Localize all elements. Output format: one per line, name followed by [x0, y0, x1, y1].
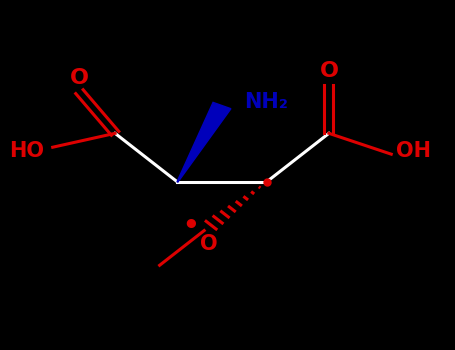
Polygon shape	[177, 103, 231, 182]
Text: O: O	[70, 68, 89, 88]
Text: O: O	[319, 61, 339, 81]
Text: NH₂: NH₂	[244, 92, 288, 112]
Text: O: O	[200, 234, 217, 254]
Text: HO: HO	[9, 141, 44, 161]
Text: •: •	[182, 214, 199, 240]
Text: OH: OH	[396, 141, 431, 161]
